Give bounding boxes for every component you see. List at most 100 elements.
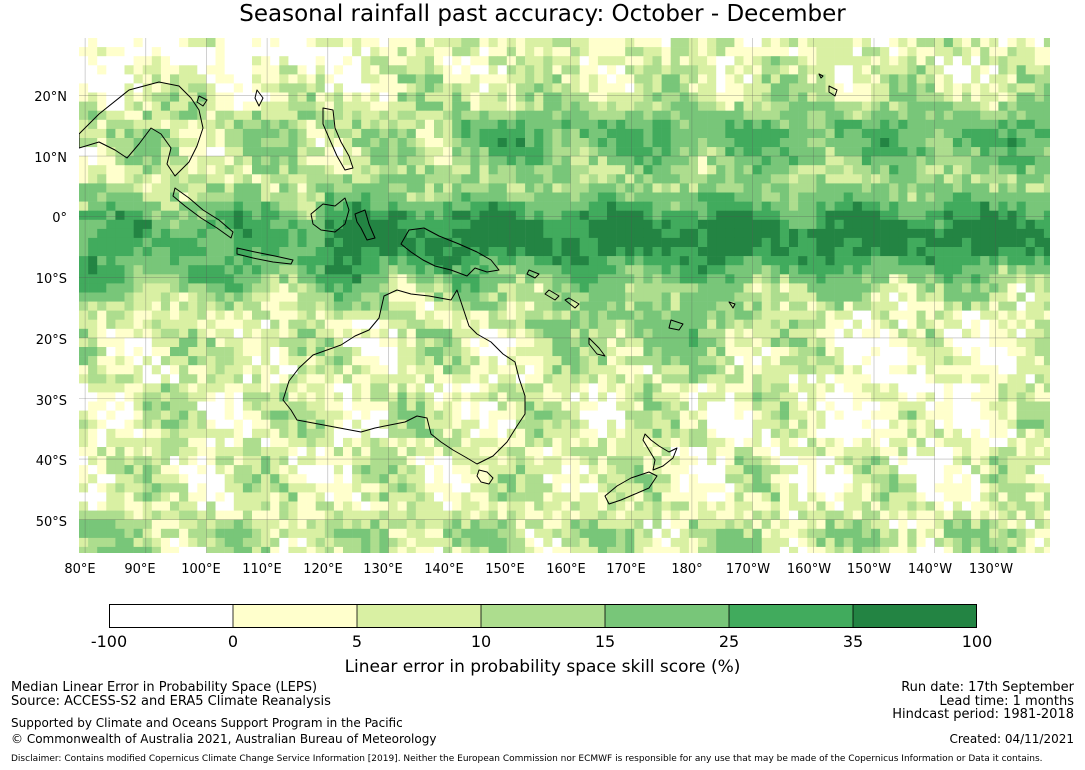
grid-cell xyxy=(798,201,808,211)
grid-cell xyxy=(233,428,244,439)
grid-cell xyxy=(306,38,316,48)
grid-cell xyxy=(552,65,562,75)
grid-cell xyxy=(525,301,535,311)
grid-cell xyxy=(233,310,244,320)
grid-cell xyxy=(943,319,954,330)
grid-cell xyxy=(1025,74,1036,84)
grid-cell xyxy=(242,401,253,411)
grid-cell xyxy=(962,283,972,293)
grid-cell xyxy=(297,101,307,111)
grid-cell xyxy=(597,456,608,466)
grid-cell xyxy=(989,401,999,411)
grid-cell xyxy=(424,374,435,384)
grid-cell xyxy=(789,210,799,221)
grid-cell xyxy=(825,356,835,366)
grid-cell xyxy=(88,356,98,366)
grid-cell xyxy=(434,256,444,266)
grid-cell xyxy=(925,174,935,184)
grid-cell xyxy=(79,192,89,202)
grid-cell xyxy=(506,47,517,57)
grid-cell xyxy=(989,92,999,102)
grid-cell xyxy=(625,174,635,184)
grid-cell xyxy=(570,237,580,248)
grid-cell xyxy=(233,383,244,393)
grid-cell xyxy=(725,274,735,284)
grid-cell xyxy=(151,38,162,48)
grid-cell xyxy=(197,201,207,211)
grid-cell xyxy=(834,301,844,311)
grid-cell xyxy=(352,47,362,57)
grid-cell xyxy=(688,437,699,448)
grid-cell xyxy=(352,292,362,302)
grid-cell xyxy=(952,147,963,157)
grid-cell xyxy=(825,56,835,66)
grid-cell xyxy=(215,92,225,102)
grid-cell xyxy=(406,410,417,420)
grid-cell xyxy=(607,383,617,393)
grid-cell xyxy=(916,265,926,275)
grid-cell xyxy=(215,374,225,384)
grid-cell xyxy=(206,283,216,293)
grid-cell xyxy=(980,74,990,84)
grid-cell xyxy=(233,328,244,339)
grid-cell xyxy=(133,365,143,375)
grid-cell xyxy=(779,447,790,457)
grid-cell xyxy=(79,347,89,357)
grid-cell xyxy=(206,201,216,211)
grid-cell xyxy=(479,119,489,130)
grid-cell xyxy=(971,247,981,257)
grid-cell xyxy=(752,365,762,375)
grid-cell xyxy=(1034,283,1045,293)
grid-cell xyxy=(843,256,854,266)
grid-cell xyxy=(989,356,999,366)
grid-cell xyxy=(288,401,298,411)
grid-cell xyxy=(916,101,926,111)
grid-cell xyxy=(306,183,316,193)
grid-cell xyxy=(925,437,935,448)
grid-cell xyxy=(97,374,107,384)
grid-cell xyxy=(825,337,835,348)
grid-cell xyxy=(233,410,244,420)
grid-cell xyxy=(306,228,316,239)
grid-cell xyxy=(962,365,972,375)
grid-cell xyxy=(871,328,881,339)
grid-cell xyxy=(379,337,389,348)
grid-cell xyxy=(898,138,908,148)
grid-cell xyxy=(643,74,653,84)
grid-cell xyxy=(160,265,171,275)
grid-cell xyxy=(106,347,116,357)
grid-cell xyxy=(770,74,781,84)
grid-cell xyxy=(907,274,917,284)
grid-cell xyxy=(397,247,407,257)
grid-cell xyxy=(816,365,826,375)
grid-cell xyxy=(215,337,225,348)
grid-cell xyxy=(1034,147,1045,157)
grid-cell xyxy=(506,174,517,184)
grid-cell xyxy=(916,256,926,266)
grid-cell xyxy=(1007,156,1017,166)
grid-cell xyxy=(415,138,426,148)
grid-cell xyxy=(770,383,781,393)
grid-cell xyxy=(506,237,517,248)
grid-cell xyxy=(761,101,772,111)
grid-cell xyxy=(579,392,590,402)
grid-cell xyxy=(998,247,1008,257)
grid-cell xyxy=(497,47,508,57)
grid-cell xyxy=(333,347,344,357)
grid-cell xyxy=(370,274,380,284)
grid-cell xyxy=(170,147,180,157)
grid-cell xyxy=(625,165,635,175)
grid-cell xyxy=(397,201,407,211)
grid-cell xyxy=(925,247,935,257)
grid-cell xyxy=(543,147,553,157)
grid-cell xyxy=(233,237,244,248)
grid-cell xyxy=(142,392,153,402)
grid-cell xyxy=(889,228,899,239)
grid-cell xyxy=(934,83,945,93)
grid-cell xyxy=(843,128,854,139)
grid-cell xyxy=(543,265,553,275)
grid-cell xyxy=(852,201,863,211)
grid-cell xyxy=(160,156,171,166)
grid-cell xyxy=(315,138,326,148)
grid-cell xyxy=(761,237,772,248)
